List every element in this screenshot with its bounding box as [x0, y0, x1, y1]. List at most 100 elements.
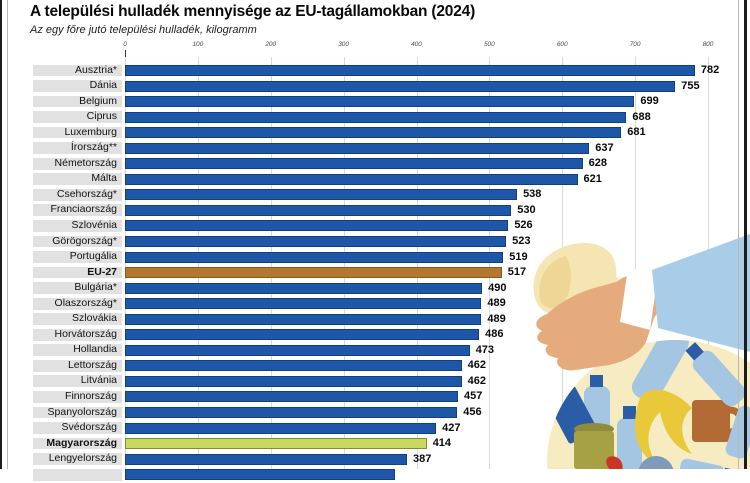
- chart-row: Dánia 755: [0, 79, 750, 95]
- axis-gridline: [125, 57, 126, 469]
- country-bar: [125, 204, 512, 216]
- country-label: Szlovénia: [33, 219, 122, 232]
- plastic-bottle-icon: [679, 458, 735, 469]
- country-label: Szlovákia: [33, 312, 122, 326]
- chart-row: Ciprus 688: [0, 110, 750, 126]
- axis-tick-label: 800: [702, 41, 714, 48]
- country-label: Németország: [33, 157, 122, 170]
- country-label: Portugália: [33, 250, 122, 263]
- chart-row: Luxemburg 681: [0, 125, 750, 141]
- value-label: 427: [442, 421, 461, 434]
- country-label: Svédország: [33, 421, 122, 434]
- country-bar: [125, 391, 459, 403]
- country-label: EU-27: [33, 266, 122, 279]
- zero-axis-tick: [125, 50, 126, 57]
- left-inner-frame-line: [7, 0, 8, 469]
- right-inner-frame-line: [738, 0, 739, 469]
- chart-row: [0, 467, 750, 483]
- country-bar: [125, 375, 462, 387]
- axis-tick-label: 600: [556, 41, 568, 48]
- jar-lid-icon: [638, 456, 674, 469]
- value-label: 414: [432, 437, 452, 450]
- cuff-icon: [620, 268, 658, 330]
- country-label: Litvánia: [33, 375, 122, 388]
- value-label: 538: [523, 188, 542, 201]
- country-bar: [125, 360, 462, 372]
- axis-tick-label: 700: [629, 41, 641, 48]
- country-bar: [125, 127, 622, 139]
- chart-row: Spanyolország 456: [0, 405, 750, 421]
- country-bar: [125, 453, 408, 465]
- axis-tick-label: 500: [483, 41, 495, 48]
- axis-tick-label: 100: [192, 41, 204, 48]
- country-label: Ciprus: [33, 110, 122, 123]
- country-bar: [125, 313, 482, 325]
- country-bar: [125, 142, 590, 154]
- value-label: 489: [487, 297, 506, 310]
- chart-row: Franciaország 530: [0, 203, 750, 219]
- country-label: Luxemburg: [33, 126, 122, 139]
- country-bar: [125, 220, 509, 232]
- value-label: 681: [627, 126, 646, 139]
- chart-rows: Ausztria* 782 Dánia 755 Belgium 699 Ciprus 688 L…: [0, 63, 750, 483]
- page-title: A települési hulladék mennyisége az EU-t…: [30, 3, 476, 20]
- value-label: 699: [640, 95, 659, 108]
- chart-row: Svédország 427: [0, 421, 750, 437]
- chart-subtitle: Az egy főre jutó települési hulladék, ki…: [30, 24, 257, 36]
- axis-gridline: [416, 57, 418, 469]
- value-label: 628: [588, 157, 607, 170]
- value-label: 782: [700, 64, 720, 76]
- chart-row: Szlovénia 526: [0, 218, 750, 234]
- value-label: 462: [467, 359, 487, 372]
- bottle-cap-icon: [623, 406, 636, 419]
- value-label: 473: [475, 343, 495, 356]
- country-label: Lettország: [33, 359, 122, 372]
- country-bar: [125, 236, 507, 248]
- country-label: Lengyelország: [33, 452, 122, 465]
- value-label: 621: [583, 172, 602, 185]
- chart-row: Portugália 519: [0, 250, 750, 266]
- country-bar: [125, 438, 427, 450]
- value-label: 530: [517, 203, 536, 216]
- chart-row: Írország** 637: [0, 141, 750, 157]
- country-bar: [125, 298, 482, 310]
- sleeve-arm-icon: [652, 234, 750, 352]
- axis-tick-label: 0: [123, 41, 127, 48]
- value-label: 456: [463, 406, 482, 419]
- country-bar: [125, 407, 458, 419]
- country-bar: [125, 329, 480, 341]
- axis-gridline: [635, 57, 637, 469]
- country-bar: [125, 158, 583, 170]
- plastic-bottle-icon: [631, 340, 689, 403]
- axis-tick-label: 200: [265, 41, 277, 48]
- country-label: Finnország: [33, 390, 122, 403]
- chart-row: Szlovákia 489: [0, 312, 750, 328]
- chart-row: Hollandia 473: [0, 343, 750, 359]
- country-label: Olaszország*: [33, 297, 122, 310]
- country-label: Málta: [33, 173, 122, 186]
- axis-tick-label: 300: [338, 41, 350, 48]
- country-bar: [125, 251, 504, 263]
- chart-row: Németország 628: [0, 156, 750, 172]
- axis-tick-label: 400: [411, 41, 422, 48]
- value-label: 526: [514, 219, 533, 232]
- tin-can-icon: [574, 431, 614, 469]
- country-label: Bulgária*: [33, 281, 122, 294]
- chart-row: Görögország* 523: [0, 234, 750, 250]
- chart-row: EU-27 517: [0, 265, 750, 281]
- value-label: 755: [681, 79, 700, 92]
- right-frame-line: [744, 0, 747, 469]
- value-label: 523: [512, 235, 531, 248]
- country-label: Írország**: [33, 141, 122, 155]
- country-bar: [125, 282, 483, 294]
- chart-row: Horvátország 486: [0, 327, 750, 343]
- plastic-bottle-icon: [725, 405, 750, 459]
- axis-gridline: [197, 57, 199, 469]
- value-label: 486: [485, 328, 504, 341]
- country-bar: [125, 422, 437, 434]
- chart-row: Magyarország 414: [0, 436, 750, 452]
- chart-row: Málta 621: [0, 172, 750, 188]
- banana-peel-icon: [634, 389, 692, 466]
- bottle-cap-icon: [590, 375, 603, 387]
